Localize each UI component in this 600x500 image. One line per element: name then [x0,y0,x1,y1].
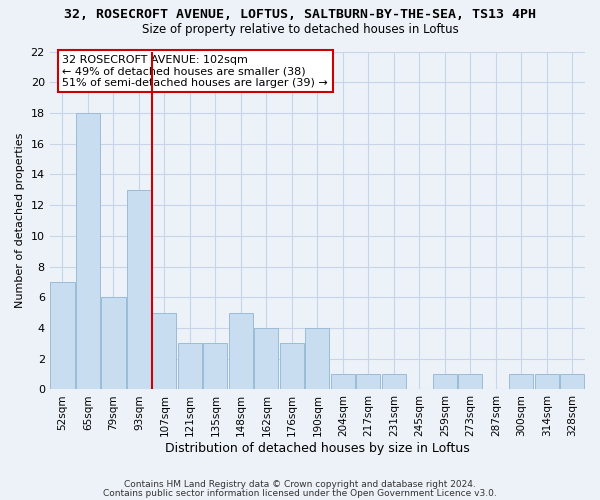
Text: 32 ROSECROFT AVENUE: 102sqm
← 49% of detached houses are smaller (38)
51% of sem: 32 ROSECROFT AVENUE: 102sqm ← 49% of det… [62,54,328,88]
Text: Size of property relative to detached houses in Loftus: Size of property relative to detached ho… [142,22,458,36]
Y-axis label: Number of detached properties: Number of detached properties [15,133,25,308]
Bar [433,374,457,390]
Bar [331,374,355,390]
Bar [254,328,278,390]
Bar [127,190,151,390]
Bar [178,344,202,390]
Text: Contains public sector information licensed under the Open Government Licence v3: Contains public sector information licen… [103,488,497,498]
X-axis label: Distribution of detached houses by size in Loftus: Distribution of detached houses by size … [165,442,470,455]
Bar [76,113,100,390]
Bar [560,374,584,390]
Bar [535,374,559,390]
Bar [509,374,533,390]
Bar [203,344,227,390]
Bar [280,344,304,390]
Bar [50,282,74,390]
Text: 32, ROSECROFT AVENUE, LOFTUS, SALTBURN-BY-THE-SEA, TS13 4PH: 32, ROSECROFT AVENUE, LOFTUS, SALTBURN-B… [64,8,536,20]
Bar [356,374,380,390]
Bar [101,298,125,390]
Bar [229,312,253,390]
Bar [305,328,329,390]
Bar [152,312,176,390]
Bar [382,374,406,390]
Text: Contains HM Land Registry data © Crown copyright and database right 2024.: Contains HM Land Registry data © Crown c… [124,480,476,489]
Bar [458,374,482,390]
